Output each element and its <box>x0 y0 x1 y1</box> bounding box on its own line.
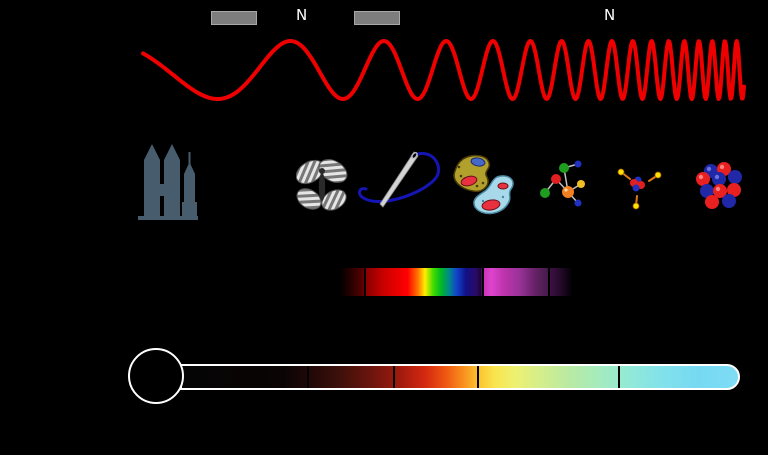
needle-icon <box>357 151 441 208</box>
thermometer-tube <box>180 364 740 390</box>
penetration-yes-box <box>211 11 257 25</box>
buildings-icon <box>138 144 198 220</box>
thread <box>357 152 441 203</box>
molecule-icon <box>540 160 585 207</box>
spectrum-divider <box>364 268 366 296</box>
temperature-tick <box>618 366 620 388</box>
penetration-yes-box <box>354 11 400 25</box>
thermometer-bulb <box>128 348 184 404</box>
em-wave <box>141 39 746 101</box>
atom-icon <box>617 168 662 210</box>
protozoans-icon <box>453 154 514 215</box>
spectrum-divider <box>548 268 550 296</box>
temperature-tick <box>477 366 479 388</box>
butterfly-icon <box>296 159 348 211</box>
penetration-no-label: N <box>296 6 308 24</box>
em-wave-path <box>141 39 746 101</box>
temperature-tick <box>393 366 395 388</box>
atomic-nucleus-icon <box>696 162 742 209</box>
temperature-tick <box>307 366 309 388</box>
visible-spectrum-bar <box>340 268 573 296</box>
spectrum-divider <box>482 268 484 296</box>
penetration-no-label: N <box>604 6 616 24</box>
